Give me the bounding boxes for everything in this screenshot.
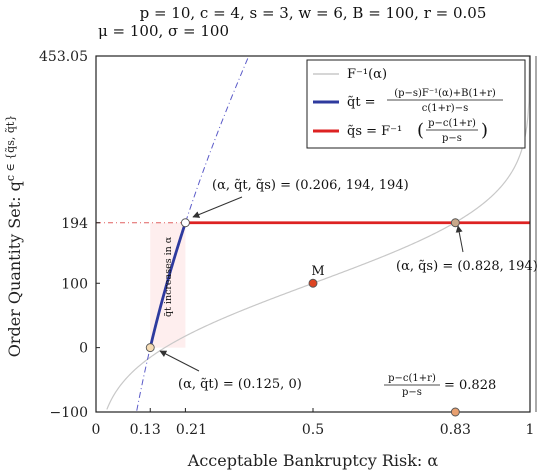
legend: F⁻¹(α) q̃t = (p−s)F⁻¹(α)+B(1+r) c(1+r)−s…	[306, 59, 526, 149]
x-tick-label: 0.5	[302, 422, 324, 438]
arrow-to-qs	[455, 225, 464, 253]
annotation-point-qs: (α, q̃s) = (0.828, 194)	[396, 259, 538, 274]
y-tick-label: 0	[79, 341, 88, 357]
y-axis-label: Order Quantity Set: qc ∈ {q̃s, q̃t}	[4, 115, 24, 358]
legend-label-qs-num: p−c(1+r)	[428, 118, 476, 129]
annotation-point-q0: (α, q̃t) = (0.125, 0)	[178, 377, 302, 392]
y-tick-label: 100	[61, 276, 88, 292]
arrow-to-q0	[159, 350, 200, 372]
legend-label-qs-den: p−s	[442, 133, 462, 144]
annotation-ratio-num: p−c(1+r)	[388, 373, 436, 384]
series-finv	[106, 56, 530, 410]
chart-title-line2: μ = 100, σ = 100	[98, 22, 229, 40]
annotation-ratio-value: = 0.828	[444, 378, 496, 393]
legend-label-qt-num: (p−s)F⁻¹(α)+B(1+r)	[394, 88, 496, 99]
legend-box	[306, 59, 526, 149]
series-qt	[148, 222, 187, 348]
x-tick-label: 0.13	[130, 422, 161, 438]
chart-title-line1: p = 10, c = 4, s = 3, w = 6, B = 100, r …	[140, 4, 487, 22]
legend-label-qt-den: c(1+r)−s	[422, 103, 468, 114]
annotation-point-kink: (α, q̃t, q̃s) = (0.206, 194, 194)	[212, 178, 409, 193]
data-point	[180, 218, 190, 228]
data-point	[308, 278, 318, 288]
legend-qs-paren-right: )	[481, 120, 488, 141]
legend-label-qt-lhs: q̃t =	[347, 95, 376, 110]
legend-qs-paren-left: (	[417, 120, 424, 141]
annotation-qt-increases: q̃t increases in α	[163, 236, 174, 317]
data-point	[450, 407, 460, 417]
annotation-ratio-den: p−s	[402, 387, 422, 398]
data-point	[450, 218, 460, 228]
data-point	[145, 343, 155, 353]
x-tick-label: 0	[92, 422, 101, 438]
y-tick-label: 453.05	[39, 49, 88, 65]
y-tick-label: 194	[61, 216, 88, 232]
legend-label-qs-lhs: q̃s = F⁻¹	[347, 124, 402, 139]
x-tick-label: 1	[526, 422, 535, 438]
x-axis-label: Acceptable Bankruptcy Risk: α	[187, 451, 439, 470]
arrow-to-kink	[192, 196, 243, 218]
y-tick-label: −100	[50, 405, 88, 421]
legend-label-finv: F⁻¹(α)	[347, 67, 387, 82]
x-tick-label: 0.83	[440, 422, 471, 438]
annotation-point-m: M	[311, 264, 324, 279]
x-tick-label: 0.21	[176, 422, 207, 438]
